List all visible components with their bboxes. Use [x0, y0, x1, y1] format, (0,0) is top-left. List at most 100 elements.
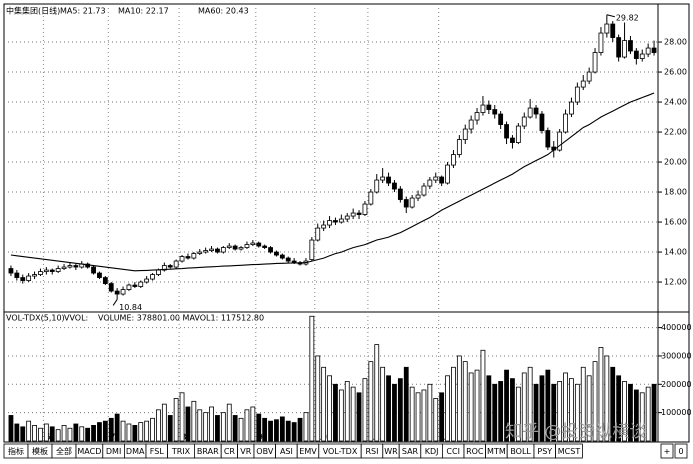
volume-bar	[533, 383, 539, 442]
tab-label[interactable]: MTM	[487, 447, 506, 456]
tab-label[interactable]: MACD	[77, 447, 101, 456]
candle-body	[433, 176, 439, 181]
volume-bar	[580, 366, 586, 442]
candle-body	[415, 194, 421, 199]
volume-bar	[91, 425, 96, 442]
candle-body	[268, 247, 273, 253]
tab-label[interactable]: VR	[240, 447, 251, 456]
candle-body	[209, 248, 214, 251]
volume-bar	[586, 375, 592, 442]
candle-body	[439, 176, 445, 184]
tab-label[interactable]: SAR	[402, 447, 419, 456]
volume-bar	[380, 366, 386, 442]
candle-body	[197, 251, 203, 254]
candle-body	[356, 212, 362, 215]
candle-body	[368, 191, 374, 205]
volume-bar	[203, 412, 209, 442]
candle-body	[545, 130, 551, 148]
candle-body	[563, 113, 568, 133]
volume-bar	[468, 372, 474, 442]
volume-bar	[132, 425, 138, 442]
volume-bar	[486, 375, 492, 442]
tab-label[interactable]: ROC	[466, 447, 484, 456]
button[interactable]	[660, 443, 674, 459]
tab-label[interactable]: 模板	[32, 446, 48, 456]
tab-label[interactable]: FSL	[150, 447, 165, 456]
candle-body	[427, 179, 433, 187]
y-tick-label: 28.00	[664, 38, 687, 47]
candle-body	[409, 197, 415, 208]
button[interactable]	[674, 443, 688, 459]
tab-label[interactable]: MCST	[558, 447, 581, 456]
y-tick-label: 20.00	[664, 158, 687, 167]
volume-bar	[569, 378, 574, 442]
tab-label[interactable]: RSI	[366, 447, 379, 456]
y-tick-label: 26.00	[664, 68, 687, 77]
volume-bar	[232, 415, 238, 442]
tab-label[interactable]: ASI	[280, 447, 293, 456]
candle-body	[645, 47, 651, 55]
volume-bar	[185, 406, 191, 442]
volume-bar	[551, 383, 557, 442]
volume-bar	[126, 423, 132, 442]
volume-bar	[563, 372, 568, 442]
candle-body	[628, 40, 633, 52]
volume-bar	[38, 427, 43, 442]
tab-label[interactable]: CCI	[446, 447, 460, 456]
candle-body	[492, 109, 498, 115]
candle-body	[380, 176, 386, 181]
volume-bar	[374, 344, 380, 442]
volume-bar	[97, 422, 102, 442]
volume-bar	[409, 386, 415, 442]
candle-body	[515, 125, 521, 143]
candle-body	[61, 266, 67, 269]
button-label[interactable]: 0	[678, 447, 683, 456]
tab-label[interactable]: VOL-TDX	[323, 447, 358, 456]
candle-body	[474, 112, 480, 121]
tab-label[interactable]: BOLL	[510, 447, 531, 456]
volume-bar	[415, 392, 421, 442]
tab-label[interactable]: KDJ	[425, 447, 439, 456]
candle-body	[403, 199, 409, 208]
candle-body	[14, 272, 20, 278]
tab-label[interactable]: OBV	[256, 447, 274, 456]
tab-label[interactable]: 指标	[8, 446, 24, 456]
tab-label[interactable]: 全部	[56, 446, 72, 456]
tab-label[interactable]: PSY	[537, 447, 552, 456]
volume-bar	[8, 415, 14, 442]
candle-body	[504, 124, 509, 139]
candle-body	[26, 275, 32, 281]
candle-body	[38, 271, 43, 275]
v-tick-label: 300000	[661, 351, 692, 360]
volume-bar	[309, 315, 315, 442]
tab[interactable]	[555, 443, 583, 459]
volume-bar	[474, 369, 480, 442]
tab-label[interactable]: TRIX	[171, 447, 191, 456]
volume-bar	[356, 392, 362, 442]
volume-bar	[114, 413, 120, 442]
tab-label[interactable]: DMA	[126, 447, 145, 456]
candle-body	[138, 281, 144, 287]
candle-body	[580, 80, 586, 88]
tab-label[interactable]: CR	[224, 447, 236, 456]
candle-body	[150, 274, 155, 280]
tab-label[interactable]: DMI	[106, 447, 121, 456]
watermark: 知乎 @投资纵横谈	[505, 422, 646, 442]
tab-label[interactable]: EMV	[299, 447, 317, 456]
tab-label[interactable]: BRAR	[197, 447, 219, 456]
volume-bar	[32, 425, 37, 442]
candle-body	[392, 182, 397, 190]
tab-label[interactable]: WR	[384, 447, 398, 456]
candle-body	[203, 250, 209, 253]
volume-bar	[67, 427, 73, 442]
candle-body	[604, 23, 610, 34]
volume-bar	[285, 420, 291, 442]
volume-indicator: VVOL:	[64, 314, 88, 323]
volume-bar	[315, 355, 321, 442]
volume-bar	[167, 415, 173, 442]
volume-bar	[338, 389, 344, 442]
volume-bar	[368, 361, 374, 442]
button-label[interactable]: +	[664, 447, 671, 456]
indicator: MA10: 22.17	[118, 7, 169, 16]
volume-bar	[250, 406, 256, 442]
